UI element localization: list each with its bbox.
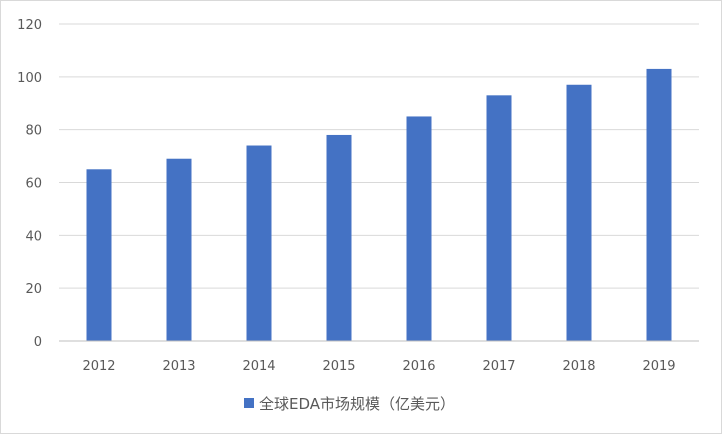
x-tick-label: 2013 (162, 359, 195, 374)
y-tick-label: 40 (25, 229, 42, 244)
gridlines (59, 23, 699, 289)
bar-2018 (566, 84, 592, 341)
y-tick-label: 80 (25, 124, 42, 139)
y-axis-tick-labels: 0 20 40 60 80 100 120 (17, 18, 42, 350)
x-tick-label: 2012 (82, 359, 115, 374)
legend-label: 全球EDA市场规模（亿美元） (259, 395, 455, 413)
y-tick-label: 0 (34, 335, 42, 350)
bar-2016 (406, 116, 432, 341)
bar-2019 (646, 68, 672, 342)
bar-2014 (246, 145, 272, 341)
y-tick-label: 60 (25, 177, 42, 192)
x-tick-label: 2018 (562, 359, 595, 374)
legend-swatch (244, 398, 254, 408)
bar-2013 (166, 158, 192, 341)
y-tick-label: 100 (17, 71, 42, 86)
legend: 全球EDA市场规模（亿美元） (244, 395, 455, 413)
x-axis-tick-labels: 2012 2013 2014 2015 2016 2017 2018 2019 (82, 359, 675, 374)
bars (86, 68, 672, 342)
y-tick-label: 120 (17, 18, 42, 33)
x-tick-label: 2019 (642, 359, 675, 374)
y-tick-label: 20 (25, 282, 42, 297)
x-tick-label: 2014 (242, 359, 275, 374)
bar-2012 (86, 169, 112, 341)
bar-2015 (326, 134, 352, 341)
x-tick-label: 2016 (402, 359, 435, 374)
x-tick-label: 2015 (322, 359, 355, 374)
x-tick-label: 2017 (482, 359, 515, 374)
bar-2017 (486, 95, 512, 341)
